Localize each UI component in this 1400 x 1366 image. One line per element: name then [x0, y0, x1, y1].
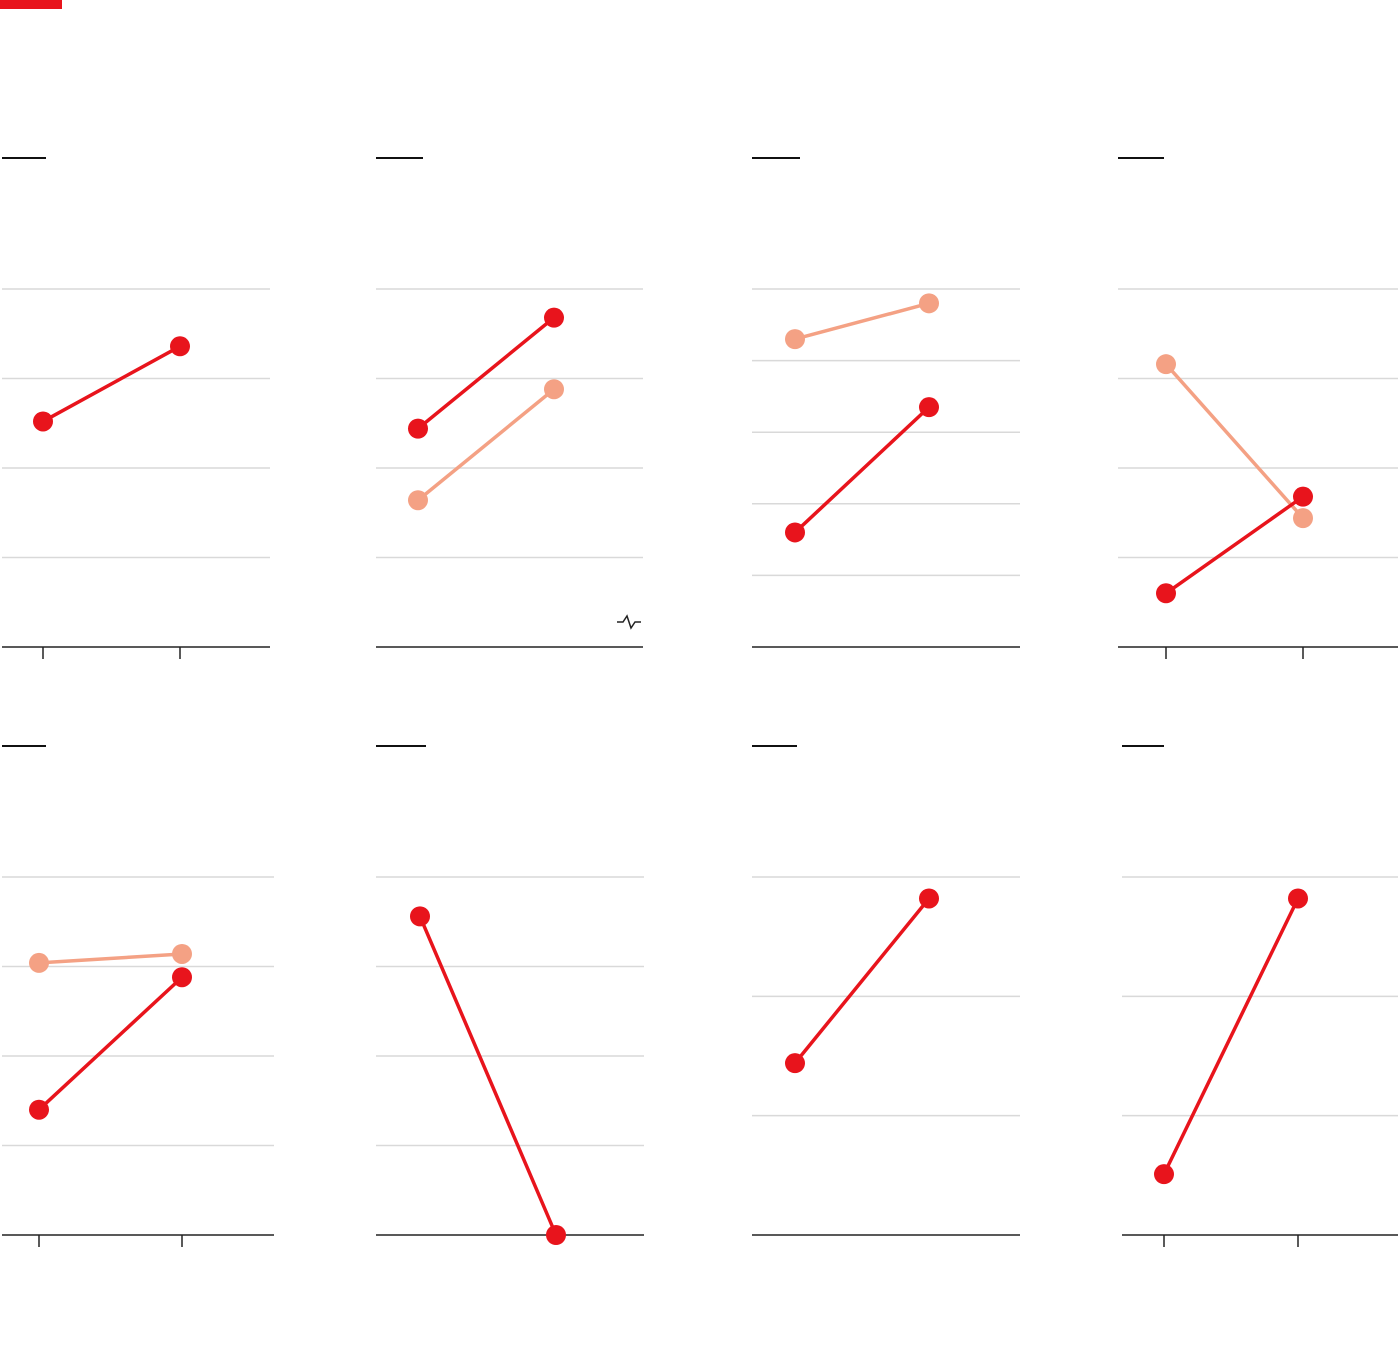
primary-point-start: [410, 906, 430, 927]
line-chart-panel: [752, 288, 1020, 648]
line-chart-panel: [2, 288, 270, 659]
line-chart-panel: [1122, 876, 1398, 1247]
primary-series-line: [41, 344, 182, 424]
axis-break-icon: [617, 614, 641, 630]
secondary-series-line: [37, 952, 184, 965]
line-chart-panel: [1118, 288, 1398, 659]
line-chart-panel: [376, 876, 644, 1245]
secondary-point-end: [1293, 508, 1313, 529]
panel-header-rule: [2, 745, 46, 747]
line-chart-panel: [752, 876, 1020, 1236]
panel-header-rule: [752, 157, 800, 159]
primary-point-start: [1156, 583, 1176, 604]
primary-point-start: [408, 418, 428, 439]
secondary-series-line: [1164, 362, 1305, 520]
primary-series-line: [418, 914, 558, 1237]
primary-point-end: [172, 967, 192, 988]
primary-series-line: [416, 315, 556, 431]
primary-point-end: [1288, 888, 1308, 909]
secondary-point-start: [29, 952, 49, 973]
secondary-point-end: [919, 293, 939, 314]
panel-header-rule: [752, 745, 797, 747]
panel-header-rule: [376, 157, 423, 159]
primary-point-end: [919, 397, 939, 418]
primary-series-line: [1164, 494, 1305, 596]
primary-point-start: [1154, 1164, 1174, 1185]
panel-header-rule: [1118, 157, 1164, 159]
secondary-series-line: [793, 301, 931, 341]
secondary-point-start: [785, 329, 805, 350]
primary-point-end: [1293, 486, 1313, 507]
line-chart-panel: [2, 876, 274, 1247]
primary-point-end: [919, 888, 939, 909]
line-chart-panel: [376, 288, 643, 648]
secondary-point-start: [1156, 354, 1176, 375]
panel-header-rule: [2, 157, 46, 159]
primary-series-line: [1162, 896, 1300, 1176]
panel-header-rule: [376, 745, 426, 747]
secondary-point-start: [408, 490, 428, 511]
secondary-point-end: [544, 379, 564, 400]
primary-point-end: [546, 1225, 566, 1245]
primary-series-line: [793, 405, 931, 535]
primary-point-start: [29, 1099, 49, 1120]
primary-series-line: [37, 975, 184, 1112]
primary-point-start: [785, 1053, 805, 1074]
primary-point-end: [544, 307, 564, 328]
primary-point-end: [170, 336, 190, 357]
panel-header-rule: [1122, 745, 1164, 747]
primary-point-start: [785, 522, 805, 543]
secondary-point-end: [172, 943, 192, 964]
primary-point-start: [33, 411, 53, 432]
brand-bar: [0, 0, 62, 9]
primary-series-line: [793, 896, 931, 1065]
secondary-series-line: [416, 387, 556, 502]
